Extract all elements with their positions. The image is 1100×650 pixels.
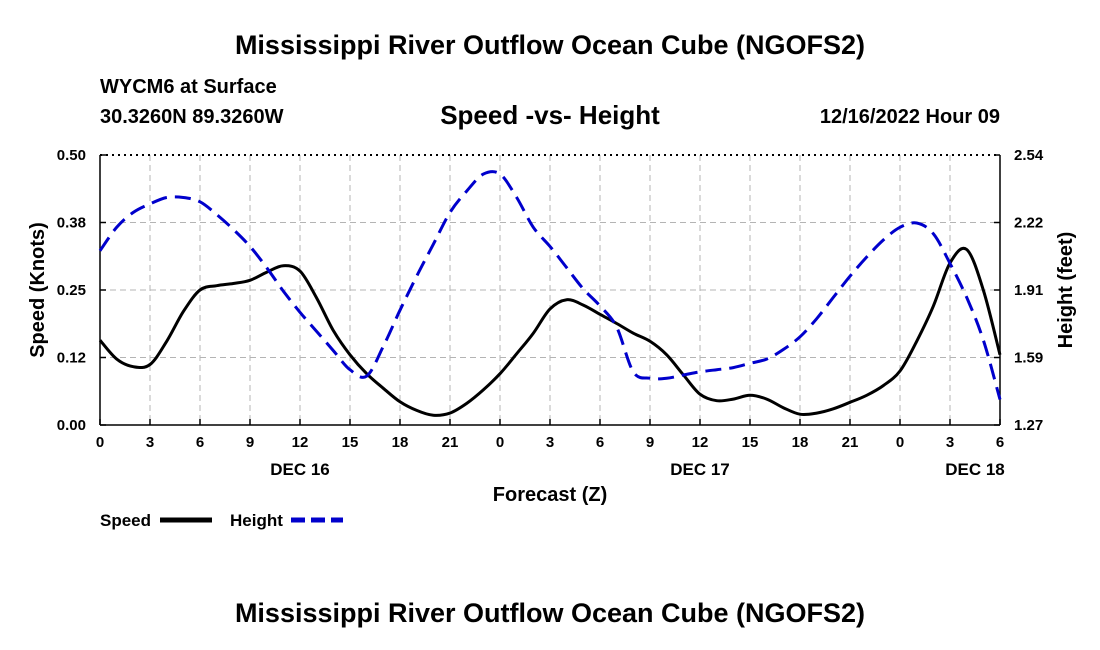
y-axis-title: Speed (Knots) [27, 222, 49, 358]
x-tick-label: 9 [246, 434, 254, 451]
x-tick-label: 0 [496, 434, 504, 451]
x-tick-label: 6 [996, 434, 1004, 451]
y-tick-label: 0.00 [57, 417, 86, 434]
footer-title: Mississippi River Outflow Ocean Cube (NG… [234, 598, 866, 628]
x-tick-label: 18 [392, 434, 409, 451]
x-tick-label: 18 [792, 434, 809, 451]
x-tick-label: 15 [742, 434, 759, 451]
x-tick-label: 3 [146, 434, 154, 451]
station-coordinates: 30.3260N 89.3260W [100, 106, 284, 128]
y2-tick-label: 1.91 [1014, 282, 1043, 299]
y-tick-label: 0.38 [57, 215, 86, 232]
station-label: WYCM6 at Surface [100, 76, 277, 98]
y2-tick-label: 1.27 [1014, 417, 1043, 434]
x-tick-label: 12 [292, 434, 309, 451]
x-tick-label: 9 [646, 434, 654, 451]
x-tick-label: 6 [196, 434, 204, 451]
forecast-datestamp: 12/16/2022 Hour 09 [819, 106, 1000, 128]
date-label: DEC 17 [670, 460, 730, 479]
x-tick-label: 21 [842, 434, 859, 451]
height-series-line [98, 170, 1002, 400]
x-tick-label: 3 [946, 434, 954, 451]
legend-label-speed: Speed [100, 511, 151, 530]
x-tick-label: 21 [442, 434, 459, 451]
y2-tick-label: 2.54 [1014, 147, 1044, 164]
x-tick-label: 0 [96, 434, 104, 451]
x-axis-title: Forecast (Z) [493, 484, 607, 506]
x-tick-label: 15 [342, 434, 359, 451]
speed-series-line [98, 246, 1002, 417]
y2-axis-title: Height (feet) [1055, 232, 1077, 349]
y2-tick-label: 2.22 [1014, 215, 1043, 232]
y2-tick-label: 1.59 [1014, 350, 1043, 367]
date-label: DEC 16 [270, 460, 330, 479]
y-tick-label: 0.25 [57, 282, 86, 299]
x-tick-label: 0 [896, 434, 904, 451]
page-title: Mississippi River Outflow Ocean Cube (NG… [234, 30, 866, 60]
y-tick-label: 0.12 [57, 350, 86, 367]
y-tick-label: 0.50 [57, 147, 86, 164]
x-tick-label: 3 [546, 434, 554, 451]
legend-label-height: Height [230, 511, 283, 530]
date-label: DEC 18 [945, 460, 1005, 479]
x-tick-label: 6 [596, 434, 604, 451]
chart-subtitle: Speed -vs- Height [440, 100, 660, 130]
x-tick-label: 12 [692, 434, 709, 451]
